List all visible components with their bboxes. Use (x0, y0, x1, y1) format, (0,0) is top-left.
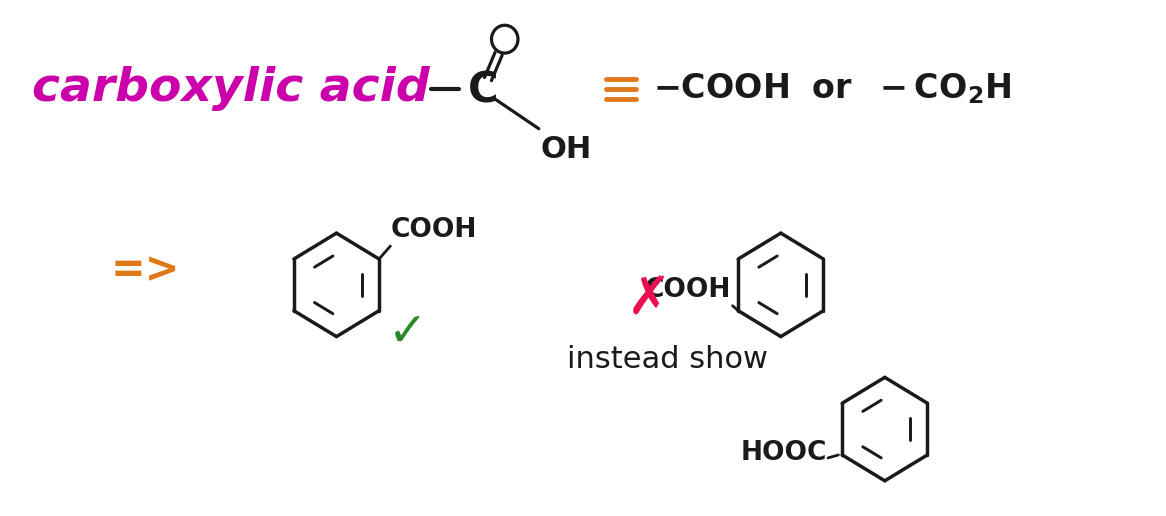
Text: C: C (468, 70, 498, 112)
Text: COOH: COOH (645, 277, 731, 303)
Text: =>: => (111, 249, 181, 291)
Text: ✗: ✗ (626, 274, 670, 326)
Text: COOH: COOH (391, 217, 477, 243)
Text: carboxylic acid: carboxylic acid (31, 67, 429, 111)
Text: HOOC: HOOC (740, 440, 827, 466)
Text: ✓: ✓ (387, 312, 427, 357)
Text: $\mathbf{-COOH\ \ or\ \ -CO_2H}$: $\mathbf{-COOH\ \ or\ \ -CO_2H}$ (653, 72, 1011, 106)
Text: OH: OH (541, 135, 592, 164)
Text: instead show: instead show (567, 345, 768, 374)
